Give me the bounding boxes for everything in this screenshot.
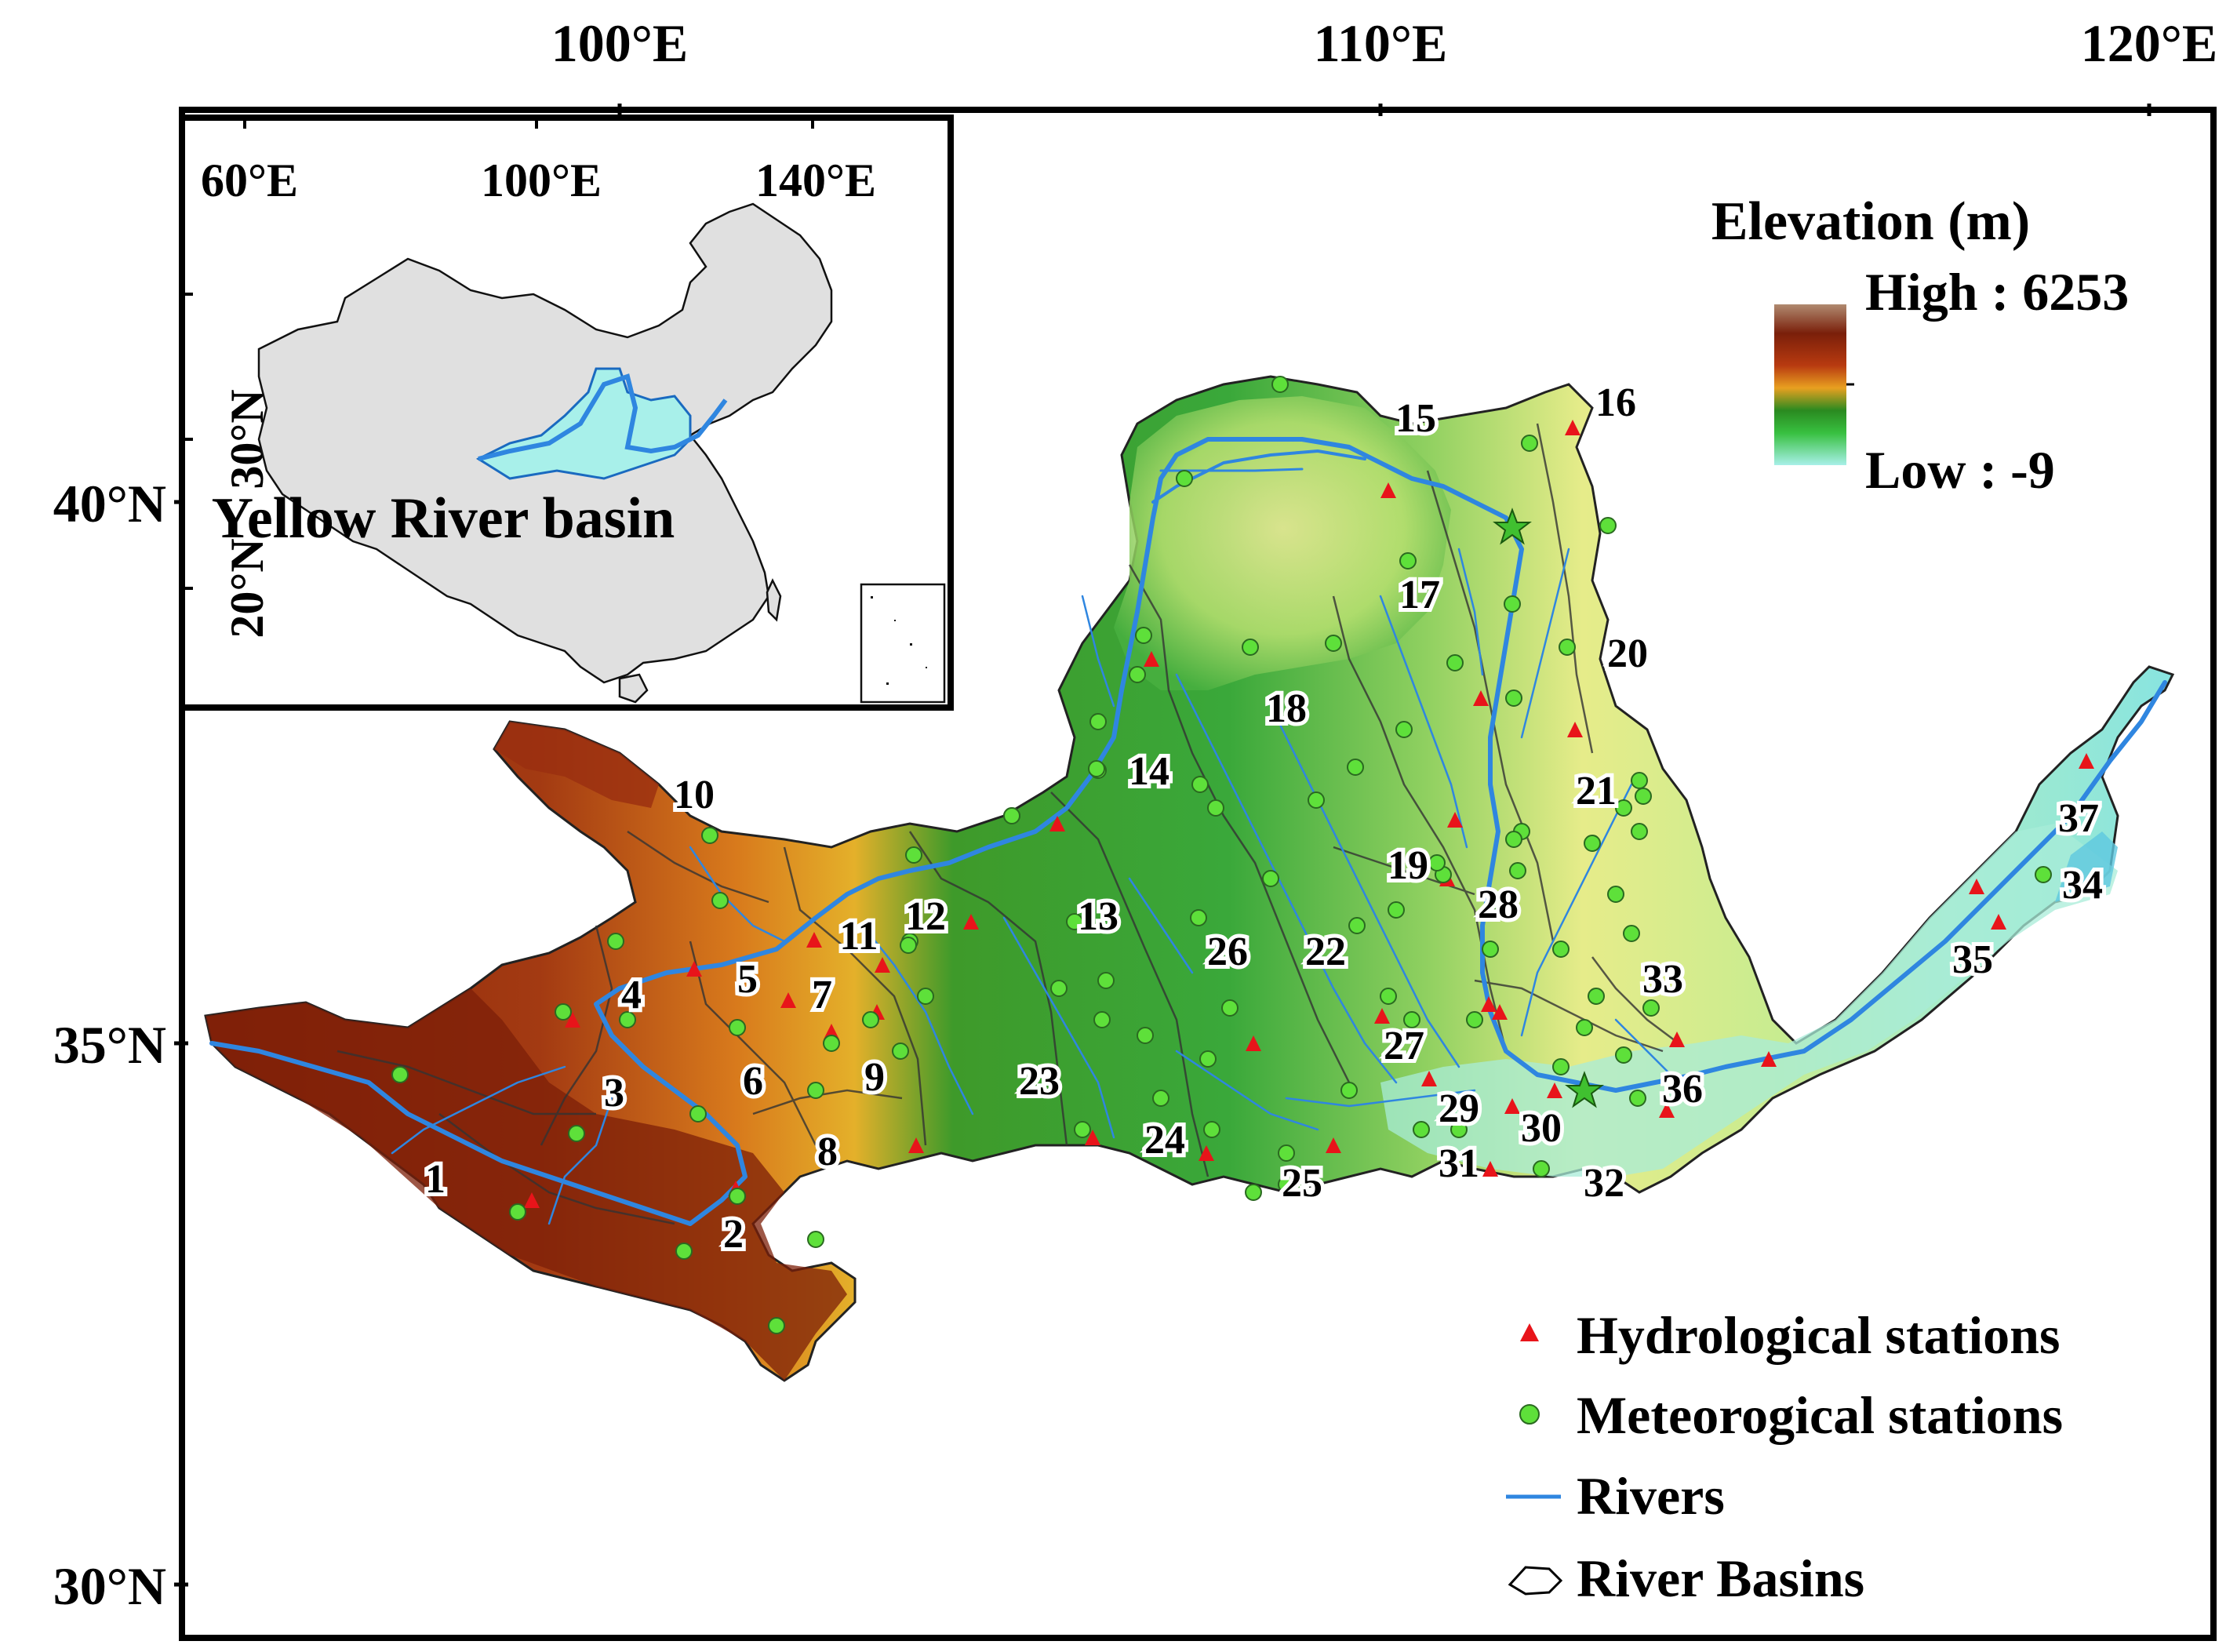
met-station-legend-icon xyxy=(1519,1404,1540,1425)
inset-tick-140e: 140°E xyxy=(755,155,876,206)
basin-label-37: 37 xyxy=(2058,796,2099,841)
inset-tick-20n: 20°N xyxy=(221,538,273,638)
basin-label-35: 35 xyxy=(1952,937,1993,982)
top-tick-120e: 120°E xyxy=(2081,13,2218,73)
basin-label-29: 29 xyxy=(1439,1086,1479,1131)
left-tick-30n: 30°N xyxy=(53,1556,166,1616)
star-marker xyxy=(1493,508,1532,545)
top-tick-110e: 110°E xyxy=(1314,13,1448,73)
basin-label-17: 17 xyxy=(1399,573,1440,617)
elevation-legend: Elevation (m) High : 6253 Low : -9 xyxy=(1711,191,2129,500)
inset-map: 60°E 100°E 140°E 30°N 20°N Yellow River … xyxy=(179,115,954,711)
hydro-station-legend-icon xyxy=(1520,1323,1539,1341)
basin-label-9: 9 xyxy=(864,1055,885,1100)
northwest-arm xyxy=(494,722,659,808)
inset-tick-60e: 60°E xyxy=(201,155,298,206)
star-marker xyxy=(1565,1071,1604,1108)
reference-stars xyxy=(1493,508,1604,1108)
basin-label-14: 14 xyxy=(1129,749,1169,794)
basin-label-21: 21 xyxy=(1576,769,1617,813)
elevation-legend-title: Elevation (m) xyxy=(1711,191,2030,252)
basin-label-31: 31 xyxy=(1439,1141,1479,1186)
basin-label-12: 12 xyxy=(905,894,946,939)
basin-label-7: 7 xyxy=(812,973,832,1017)
rivers xyxy=(209,437,2167,1226)
south-sea-inset xyxy=(860,583,946,704)
basin-label-15: 15 xyxy=(1395,396,1436,441)
elevation-low-label: Low : -9 xyxy=(1865,440,2055,500)
basin-label-13: 13 xyxy=(1078,894,1118,939)
top-tick-100e: 100°E xyxy=(551,13,689,73)
basin-label-25: 25 xyxy=(1282,1161,1322,1206)
hainan-island xyxy=(618,673,649,704)
left-axis: 40°N 35°N 30°N xyxy=(53,474,188,1616)
inset-tick-100e: 100°E xyxy=(481,155,602,206)
basin-labels: 1 2 3 4 5 6 7 8 9 10 11 12 13 14 15 16 1… xyxy=(421,377,2107,1261)
basin-label-34: 34 xyxy=(2062,863,2103,908)
legend-met-label: Meteorogical stations xyxy=(1577,1385,2063,1445)
source-region xyxy=(206,988,847,1381)
basin-label-20: 20 xyxy=(1607,631,1648,676)
legend-basins-label: River Basins xyxy=(1577,1548,1864,1608)
basin-label-11: 11 xyxy=(839,914,878,959)
basin-label-16: 16 xyxy=(1595,380,1636,425)
legend-hydro-label: Hydrological stations xyxy=(1577,1305,2060,1365)
basin-label-18: 18 xyxy=(1266,686,1307,731)
basin-label-24: 24 xyxy=(1144,1118,1185,1163)
hydrological-stations xyxy=(524,420,2094,1208)
left-tick-40n: 40°N xyxy=(53,474,166,533)
basin-label-23: 23 xyxy=(1019,1059,1060,1104)
left-tick-35n: 35°N xyxy=(53,1015,166,1075)
inset-river-line xyxy=(478,373,728,461)
basin-label-33: 33 xyxy=(1642,957,1683,1002)
inset-region-label: Yellow River basin xyxy=(212,486,675,551)
basin-label-30: 30 xyxy=(1521,1106,1562,1151)
basin-outline-legend-icon xyxy=(1508,1566,1563,1596)
basin-label-6: 6 xyxy=(743,1059,763,1104)
taiwan-island xyxy=(766,578,782,622)
legend-rivers-label: Rivers xyxy=(1577,1466,1725,1526)
basin-label-8: 8 xyxy=(817,1130,838,1174)
basin-label-26: 26 xyxy=(1207,930,1248,974)
basin-label-22: 22 xyxy=(1305,930,1346,974)
basin-label-3: 3 xyxy=(604,1071,624,1115)
basin-label-10: 10 xyxy=(674,773,715,817)
elevation-colorbar xyxy=(1774,304,1846,465)
elevation-high-label: High : 6253 xyxy=(1865,262,2129,322)
lower-plain xyxy=(1380,824,2118,1177)
sub-basin-boundaries xyxy=(336,423,1679,1225)
basin-label-19: 19 xyxy=(1388,843,1428,888)
top-axis: 100°E 110°E 120°E xyxy=(551,13,2218,116)
symbol-legend: Hydrological stations Meteorogical stati… xyxy=(1506,1305,2063,1608)
basin-label-28: 28 xyxy=(1478,882,1519,927)
river-mouth-arm xyxy=(2055,831,2118,902)
yellow-river-main xyxy=(209,437,2167,1226)
basin-label-32: 32 xyxy=(1584,1161,1624,1206)
basin-label-36: 36 xyxy=(1662,1067,1703,1112)
basin-label-1: 1 xyxy=(425,1157,446,1202)
basin-label-5: 5 xyxy=(737,957,758,1002)
basin-label-2: 2 xyxy=(723,1212,744,1257)
basin-label-27: 27 xyxy=(1384,1024,1424,1068)
meteorological-stations xyxy=(391,376,2052,1334)
basin-label-4: 4 xyxy=(621,973,642,1017)
